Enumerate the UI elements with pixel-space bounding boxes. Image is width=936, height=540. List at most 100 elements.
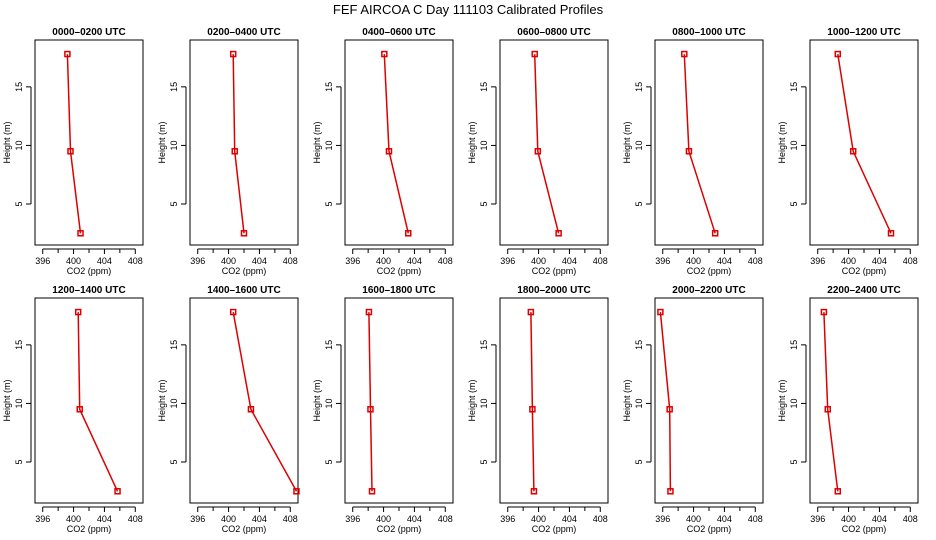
x-tick-label: 408: [593, 256, 608, 266]
y-tick-label: 5: [14, 201, 24, 206]
chart-panel: 0000–0200 UTC 396 400 404 408 CO2 (ppm) 5 10 15 H…: [2, 27, 144, 276]
y-tick-label: 5: [789, 201, 799, 206]
data-point: [681, 50, 688, 58]
x-tick-label: 404: [252, 256, 267, 266]
data-point: [67, 148, 74, 155]
y-tick-label: 15: [324, 340, 334, 350]
data-point: [367, 406, 374, 413]
x-tick-label: 404: [407, 256, 422, 266]
profile-line: [683, 54, 716, 234]
x-tick-label: 404: [97, 514, 112, 524]
x-tick-label: 400: [686, 256, 701, 266]
panel-title: 0800–1000 UTC: [672, 27, 745, 38]
chart-panel: 1600–1800 UTC 396 400 404 408 CO2 (ppm) 5 10 15 H…: [312, 285, 454, 534]
profile-line: [823, 312, 839, 492]
x-tick-label: 404: [872, 256, 887, 266]
data-point: [368, 488, 376, 495]
chart-panel: 0600–0800 UTC 396 400 404 408 CO2 (ppm) 5 10 15 H…: [467, 27, 609, 276]
plot-frame: [189, 297, 299, 504]
x-tick-label: 400: [376, 256, 391, 266]
y-tick-label: 10: [479, 398, 489, 408]
plot-frame: [34, 39, 144, 246]
plot-frame: [189, 39, 299, 246]
y-tick-label: 5: [169, 459, 179, 464]
data-point: [534, 148, 542, 155]
y-axis-label: Height (m): [467, 379, 477, 421]
data-point: [231, 148, 238, 155]
data-point: [834, 50, 842, 58]
y-tick-label: 5: [634, 201, 644, 206]
profile-line: [368, 312, 373, 492]
y-tick-label: 15: [324, 82, 334, 92]
chart-panel: 0800–1000 UTC 396 400 404 408 CO2 (ppm) 5 10 15 H…: [622, 27, 764, 276]
data-point: [247, 406, 255, 413]
plot-frame: [809, 39, 919, 246]
x-axis-label: CO2 (ppm): [222, 266, 267, 276]
y-tick-label: 15: [169, 340, 179, 350]
x-tick-label: 400: [686, 514, 701, 524]
x-tick-label: 404: [562, 514, 577, 524]
x-axis-label: CO2 (ppm): [842, 524, 887, 534]
data-point: [240, 230, 248, 237]
x-tick-label: 408: [128, 256, 143, 266]
y-tick-label: 5: [634, 459, 644, 464]
y-tick-label: 10: [169, 140, 179, 150]
y-tick-label: 5: [14, 459, 24, 464]
x-tick-label: 408: [283, 514, 298, 524]
plot-frame: [654, 39, 764, 246]
y-tick-label: 5: [324, 201, 334, 206]
x-tick-label: 408: [128, 514, 143, 524]
data-point: [667, 488, 674, 495]
panel-title: 0400–0600 UTC: [362, 27, 435, 38]
x-tick-label: 404: [872, 514, 887, 524]
x-tick-label: 396: [345, 514, 360, 524]
y-tick-label: 5: [324, 459, 334, 464]
y-axis-label: Height (m): [622, 379, 632, 421]
x-tick-label: 400: [66, 514, 81, 524]
x-tick-label: 408: [283, 256, 298, 266]
x-tick-label: 404: [562, 256, 577, 266]
x-tick-label: 404: [252, 514, 267, 524]
panel-title: 2000–2200 UTC: [672, 285, 745, 296]
plot-frame: [654, 297, 764, 504]
x-axis-label: CO2 (ppm): [687, 266, 732, 276]
data-point: [229, 308, 237, 316]
y-axis-label: Height (m): [157, 379, 167, 421]
chart-panel: 2200–2400 UTC 396 400 404 408 CO2 (ppm) 5 10 15 H…: [777, 285, 919, 534]
y-tick-label: 5: [169, 201, 179, 206]
data-point: [555, 230, 562, 237]
data-point: [365, 308, 373, 316]
panel-title: 1200–1400 UTC: [52, 285, 125, 296]
x-tick-label: 396: [810, 514, 825, 524]
chart-panel: 2000–2200 UTC 396 400 404 408 CO2 (ppm) 5 10 15 H…: [622, 285, 764, 534]
data-point: [530, 488, 538, 495]
chart-panel: 0200–0400 UTC 396 400 404 408 CO2 (ppm) 5 10 15 H…: [157, 27, 299, 276]
profile-line: [530, 312, 535, 492]
y-tick-label: 10: [324, 140, 334, 150]
y-tick-label: 5: [479, 459, 489, 464]
x-tick-label: 400: [66, 256, 81, 266]
y-axis-label: Height (m): [777, 121, 787, 163]
y-axis-label: Height (m): [2, 379, 12, 421]
data-point: [229, 50, 237, 58]
y-tick-label: 15: [634, 82, 644, 92]
data-point: [385, 148, 393, 155]
y-tick-label: 10: [634, 140, 644, 150]
chart-panel: 1000–1200 UTC 396 400 404 408 CO2 (ppm) 5 10 15 H…: [777, 27, 919, 276]
data-point: [381, 50, 388, 58]
y-tick-label: 10: [169, 398, 179, 408]
x-tick-label: 408: [438, 514, 453, 524]
data-point: [849, 148, 857, 155]
plot-frame: [499, 297, 609, 504]
profile-line: [66, 54, 82, 234]
x-tick-label: 396: [190, 514, 205, 524]
x-axis-label: CO2 (ppm): [67, 266, 112, 276]
panel-title: 1000–1200 UTC: [827, 27, 900, 38]
x-tick-label: 408: [903, 514, 918, 524]
y-tick-label: 15: [14, 82, 24, 92]
x-tick-label: 408: [593, 514, 608, 524]
chart-panel: 1400–1600 UTC 396 400 404 408 CO2 (ppm) 5 10 15 H…: [157, 285, 300, 534]
y-axis-label: Height (m): [2, 121, 12, 163]
x-tick-label: 396: [345, 256, 360, 266]
x-tick-label: 404: [407, 514, 422, 524]
